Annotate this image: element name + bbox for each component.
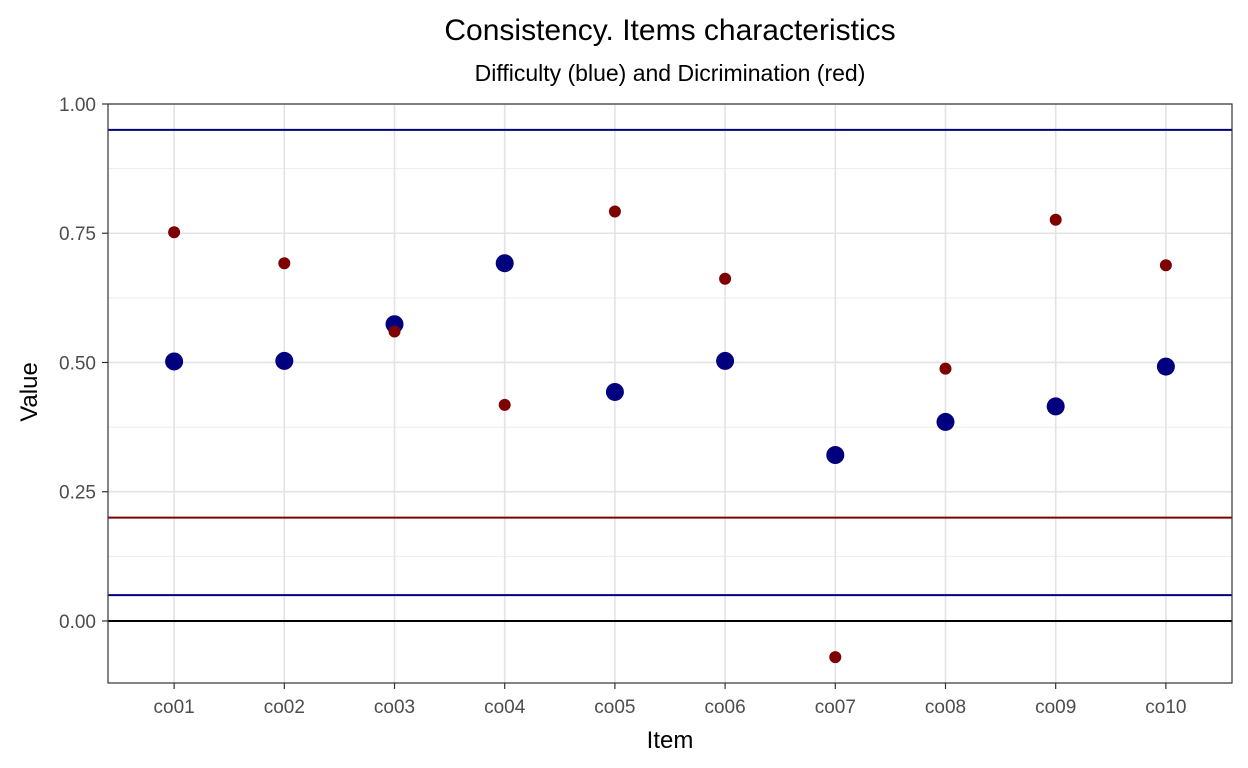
data-point [495, 254, 514, 273]
x-tick-label: co03 [374, 697, 415, 718]
y-tick-label: 0.25 [59, 483, 96, 504]
chart-title: Consistency. Items characteristics [444, 14, 895, 47]
data-point [829, 651, 842, 664]
data-point [1159, 259, 1172, 272]
data-point [388, 325, 401, 338]
y-axis-title: Value [16, 362, 43, 422]
data-point [278, 257, 291, 270]
x-tick-label: co02 [264, 697, 305, 718]
panel-border [107, 103, 1233, 684]
x-axis-title: Item [647, 727, 694, 754]
data-point [1046, 397, 1065, 416]
data-point [719, 272, 732, 285]
data-point [1156, 357, 1175, 376]
x-tick-label: co07 [815, 697, 856, 718]
data-point [608, 205, 621, 218]
x-tick-label: co06 [704, 697, 745, 718]
plot-area: 0.00 0.25 0.50 0.75 1.00 co01 co02 co03 co04 co05… [59, 95, 1233, 718]
chart-subtitle: Difficulty (blue) and Dicrimination (red… [475, 60, 866, 86]
data-point [275, 351, 294, 370]
data-point [826, 446, 845, 465]
y-tick-label: 0.00 [59, 612, 96, 633]
data-point [939, 362, 952, 375]
y-tick-label: 1.00 [59, 95, 96, 116]
data-point [936, 412, 955, 431]
data-point [165, 352, 184, 371]
x-tick-label: co09 [1035, 697, 1076, 718]
x-tick-label: co01 [154, 697, 195, 718]
data-point [168, 226, 181, 239]
data-point [605, 382, 624, 401]
data-point [716, 351, 735, 370]
x-tick-label: co04 [484, 697, 526, 718]
y-tick-label: 0.75 [59, 224, 96, 245]
y-tick-label: 0.50 [59, 353, 96, 374]
data-point [1049, 213, 1062, 226]
x-tick-label: co08 [925, 697, 966, 718]
data-point [498, 398, 511, 411]
x-tick-label: co05 [594, 697, 635, 718]
x-tick-label: co10 [1145, 697, 1186, 718]
